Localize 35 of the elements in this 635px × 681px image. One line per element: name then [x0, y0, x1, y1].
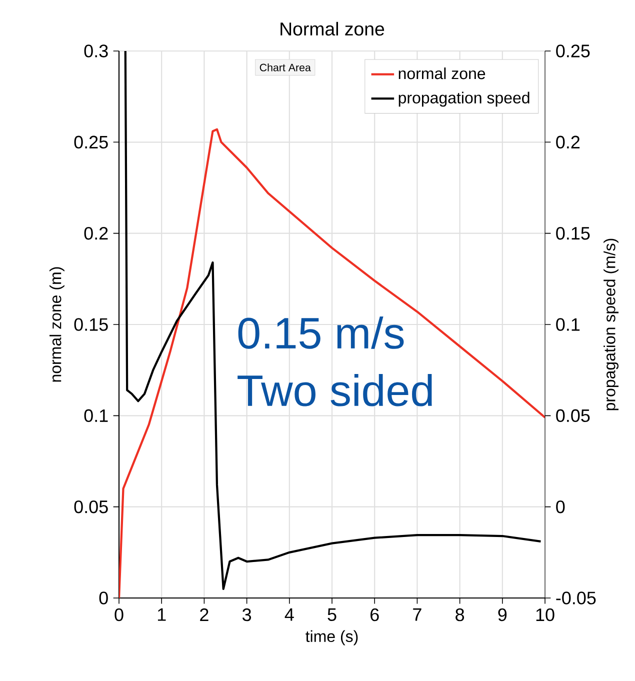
y2-tick-label: 0.25	[556, 44, 590, 58]
legend-label: propagation speed	[398, 92, 530, 107]
y-tick-label: 0.05	[74, 500, 108, 514]
x-tick-label: 10	[536, 608, 554, 622]
annotation: 0.15 m/s	[238, 316, 404, 349]
x-tick-label: 1	[158, 608, 166, 621]
x-tick-label: 0	[114, 608, 124, 622]
annotation: Chart Area	[260, 63, 311, 72]
x-tick-label: 7	[413, 608, 422, 621]
y-tick-label: 0.25	[74, 136, 108, 149]
y2-tick-label: 0.2	[556, 136, 580, 149]
y-tick-label: 0.2	[84, 226, 108, 240]
x-axis-title: time (s)	[306, 630, 358, 646]
y2-axis-title: propagation speed (m/s)	[604, 238, 618, 410]
y2-tick-label: -0.05	[556, 592, 596, 604]
y2-tick-label: 0	[556, 500, 565, 514]
y2-tick-label: 0.15	[556, 226, 590, 240]
y2-tick-label: 0.1	[556, 318, 580, 331]
x-tick-label: 5	[328, 608, 336, 621]
x-tick-label: 8	[456, 608, 464, 622]
x-tick-label: 9	[498, 608, 507, 622]
legend-label: normal zone	[398, 67, 486, 80]
x-tick-label: 4	[284, 608, 294, 621]
line-series	[124, 50, 542, 590]
y-axis-title: normal zone (m)	[50, 267, 64, 382]
y-tick-label: 0	[99, 592, 108, 604]
chart-title: Normal zone	[280, 22, 384, 36]
annotation: Two sided	[238, 374, 432, 406]
y-tick-label: 0.15	[74, 318, 108, 331]
x-tick-label: 6	[370, 608, 379, 622]
x-tick-label: 2	[200, 608, 208, 621]
x-tick-label: 3	[242, 608, 252, 622]
y-tick-label: 0.1	[84, 409, 108, 422]
y2-tick-label: 0.05	[556, 409, 590, 422]
y-tick-label: 0.3	[84, 44, 108, 58]
